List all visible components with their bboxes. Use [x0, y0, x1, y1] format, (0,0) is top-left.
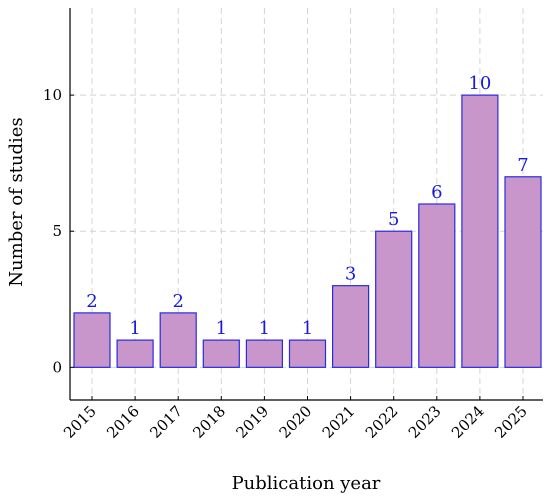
data-label-2018: 1	[216, 318, 227, 339]
data-label-2019: 1	[259, 318, 270, 339]
bar-2015	[73, 312, 111, 368]
y-tick-label-5: 5	[52, 222, 62, 240]
x-tick-label-2016: 2016	[103, 402, 143, 442]
data-label-2025: 7	[517, 155, 528, 176]
y-tick-label-10: 10	[43, 86, 62, 104]
axes-group	[69, 8, 543, 401]
x-tick-label-2021: 2021	[319, 402, 359, 442]
x-tick-label-2022: 2022	[362, 402, 402, 442]
data-label-2017: 2	[172, 291, 183, 312]
data-label-2023: 6	[431, 182, 442, 203]
data-label-2020: 1	[302, 318, 313, 339]
x-tick-label-2024: 2024	[448, 402, 488, 442]
data-label-2021: 3	[345, 264, 356, 285]
bar-2020	[288, 339, 327, 368]
x-tick-label-2023: 2023	[405, 402, 445, 442]
bars-group	[73, 94, 542, 368]
data-label-2016: 1	[129, 318, 140, 339]
x-tick-label-2020: 2020	[276, 402, 316, 442]
x-axis-title: Publication year	[232, 473, 381, 494]
bar-2018	[202, 339, 240, 368]
bar-2019	[245, 339, 283, 368]
x-tick-label-2017: 2017	[146, 402, 186, 442]
y-tick-label-0: 0	[52, 358, 62, 376]
x-tick-labels: 2015 2016 2017 2018 2019 2020 2021 2022 2023 2024…	[60, 402, 531, 442]
y-axis-title: Number of studies	[6, 117, 27, 286]
x-tick-label-2018: 2018	[189, 402, 229, 442]
x-tick-label-2015: 2015	[60, 402, 100, 442]
bar-2022	[375, 230, 413, 368]
y-tick-labels: 0 5 10	[43, 86, 62, 376]
bar-2021	[332, 285, 370, 368]
x-tick-label-2019: 2019	[232, 402, 272, 442]
bar-2025	[504, 176, 542, 368]
bar-2017	[159, 312, 197, 368]
bar-2024	[461, 94, 499, 368]
data-label-2022: 5	[388, 209, 399, 230]
data-labels-group: 2 1 2 1 1 1 3 5 6 10 7	[86, 73, 528, 339]
data-label-2024: 10	[468, 73, 491, 94]
data-label-2015: 2	[86, 291, 97, 312]
x-tick-label-2025: 2025	[491, 402, 531, 442]
bar-2023	[418, 203, 456, 368]
bar-2016	[116, 339, 154, 368]
